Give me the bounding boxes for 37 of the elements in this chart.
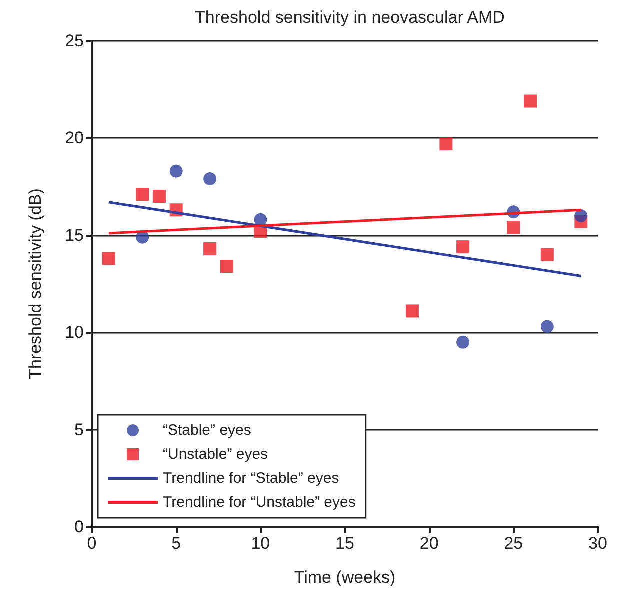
point: [440, 138, 453, 151]
y-tick-label: 10: [65, 323, 84, 342]
x-tick-label: 25: [504, 534, 524, 553]
x-tick-label: 10: [251, 534, 270, 553]
x-tick-label: 15: [336, 534, 354, 553]
point: [456, 336, 470, 349]
y-tick-label: 5: [74, 420, 84, 440]
point: [152, 190, 166, 204]
point: [574, 209, 588, 222]
point: [170, 164, 183, 178]
y-tick-label: 15: [65, 226, 84, 245]
legend-label: Trendline for “Stable” eyes: [163, 470, 340, 487]
legend-label: Trendline for “Unstable” eyes: [163, 494, 356, 511]
point: [220, 260, 234, 274]
point: [507, 221, 520, 234]
legend-label: “Stable” eyes: [163, 422, 252, 439]
x-tick-label: 20: [420, 534, 439, 553]
point: [540, 248, 554, 262]
chart-title: Threshold sensitivity in neovascular AMD: [195, 8, 505, 27]
point: [540, 320, 554, 334]
point: [102, 252, 116, 266]
point: [254, 213, 268, 226]
x-tick-label: 5: [172, 534, 182, 553]
legend-label: “Unstable” eyes: [163, 446, 268, 463]
point: [406, 304, 419, 318]
x-axis-title: Time (weeks): [294, 568, 396, 587]
point: [524, 94, 538, 108]
x-tick-label: 0: [87, 534, 97, 553]
point: [204, 242, 217, 256]
point: [204, 172, 217, 186]
y-axis-title: Threshold sensitivity (dB): [26, 188, 45, 380]
point: [456, 240, 470, 254]
point: [136, 188, 150, 202]
x-tick-label: 30: [588, 534, 608, 553]
y-tick-label: 20: [65, 128, 84, 148]
y-tick-label: 0: [74, 518, 84, 536]
y-tick-label: 25: [65, 32, 84, 50]
